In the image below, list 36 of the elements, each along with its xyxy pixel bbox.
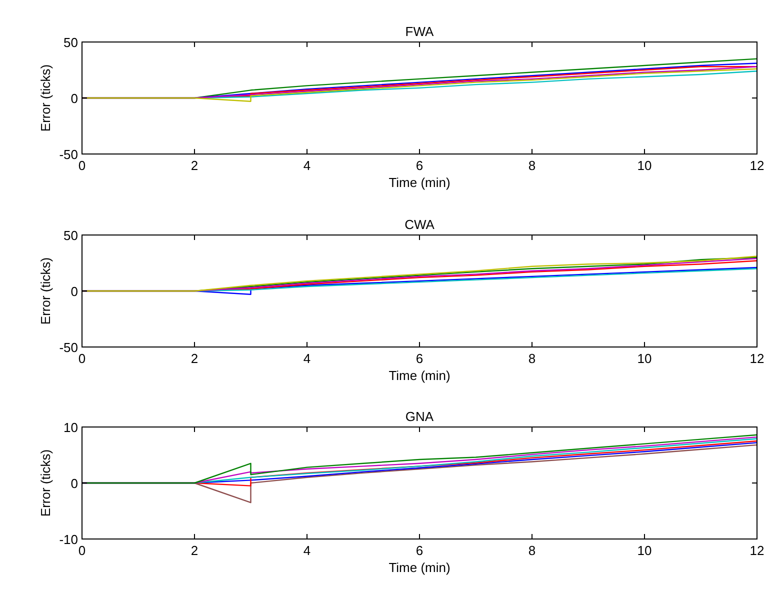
y-tick-label: -50	[59, 340, 78, 355]
y-tick-label: 10	[64, 420, 78, 435]
y-tick-label: 0	[70, 284, 78, 299]
y-tick-label: 0	[70, 476, 78, 491]
x-tick-label: 4	[303, 351, 311, 366]
x-tick-label: 4	[303, 158, 311, 173]
chart-title: FWA	[405, 24, 434, 39]
x-tick-label: 12	[750, 351, 764, 366]
y-axis-title: Error (ticks)	[38, 449, 53, 517]
x-tick-label: 2	[190, 158, 198, 173]
x-tick-label: 8	[528, 158, 536, 173]
y-tick-label: 0	[70, 91, 78, 106]
x-tick-label: 8	[528, 543, 536, 558]
x-tick-label: 12	[750, 158, 764, 173]
x-tick-label: 10	[637, 351, 652, 366]
x-tick-label: 2	[190, 351, 198, 366]
y-tick-label: 50	[64, 228, 78, 243]
x-tick-label: 6	[416, 351, 424, 366]
x-tick-label: 4	[303, 543, 311, 558]
x-tick-label: 6	[416, 158, 424, 173]
y-axis-title: Error (ticks)	[38, 64, 53, 132]
y-axis-title: Error (ticks)	[38, 257, 53, 325]
x-axis-title: Time (min)	[388, 175, 450, 190]
x-tick-label: 8	[528, 351, 536, 366]
x-tick-label: 12	[750, 543, 764, 558]
y-tick-label: -10	[59, 532, 78, 547]
x-tick-label: 10	[637, 158, 652, 173]
x-axis-title: Time (min)	[388, 368, 450, 383]
chart-title: CWA	[404, 217, 435, 232]
y-tick-label: -50	[59, 147, 78, 162]
y-tick-label: 50	[64, 35, 78, 50]
x-tick-label: 2	[190, 543, 198, 558]
x-tick-label: 6	[416, 543, 424, 558]
chart-title: GNA	[405, 409, 434, 424]
x-axis-title: Time (min)	[388, 560, 450, 575]
x-tick-label: 10	[637, 543, 652, 558]
